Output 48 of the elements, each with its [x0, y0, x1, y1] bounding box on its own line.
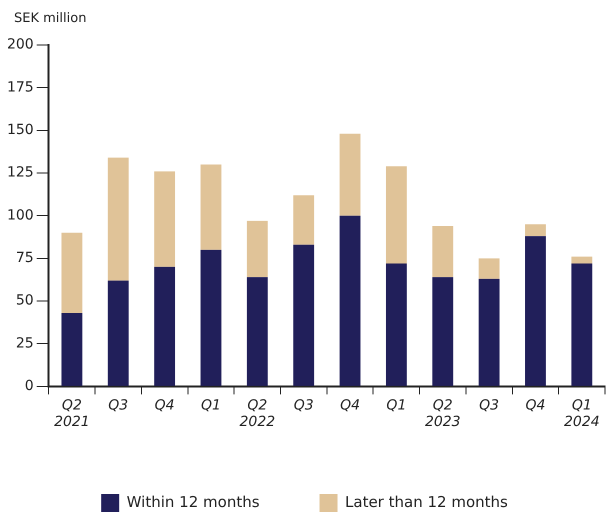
x-tick-label: Q4	[340, 397, 360, 414]
x-tick-label: Q3	[108, 397, 128, 414]
y-tick-label: 150	[6, 122, 34, 138]
bar	[61, 313, 82, 386]
bar	[200, 250, 222, 386]
bar	[432, 226, 454, 278]
bar	[154, 266, 176, 386]
legend-label: Within 12 months	[126, 492, 260, 511]
bar	[386, 263, 407, 386]
x-tick-label: Q2 2021	[54, 397, 90, 430]
x-tick-label: Q4	[525, 397, 546, 414]
bar	[525, 236, 546, 386]
bar	[61, 232, 82, 313]
bar	[340, 134, 360, 216]
bar	[525, 224, 546, 236]
y-tick-label: 75	[16, 250, 34, 266]
y-axis-title: SEK million	[14, 10, 86, 26]
bar	[246, 277, 268, 386]
bar	[386, 166, 407, 264]
bar	[154, 171, 176, 267]
y-tick-label: 200	[6, 36, 34, 53]
bar	[571, 256, 592, 264]
x-tick-label: Q3	[294, 397, 314, 414]
x-tick-label: Q2 2022	[240, 397, 276, 430]
bar	[108, 158, 129, 281]
bar	[293, 195, 314, 245]
x-tick-label: Q1 2024	[564, 397, 600, 430]
x-tick-label: Q4	[154, 397, 175, 414]
bar	[200, 164, 222, 250]
bar	[108, 280, 129, 386]
y-tick-label: 125	[6, 164, 34, 181]
y-tick-label: 0	[24, 378, 34, 394]
bar	[478, 258, 500, 279]
bar	[478, 278, 500, 386]
bar	[571, 263, 592, 386]
bar	[340, 216, 360, 386]
x-tick-label: Q1	[201, 397, 221, 414]
x-tick-label: Q2 2023	[424, 397, 461, 430]
y-tick-label: 100	[6, 207, 34, 224]
bar	[246, 220, 268, 278]
legend-label: Later than 12 months	[345, 492, 508, 511]
bar	[293, 244, 314, 386]
bar	[432, 277, 454, 386]
y-tick-label: 175	[6, 79, 34, 96]
y-tick-label: 50	[16, 292, 34, 309]
x-tick-label: Q3	[479, 397, 500, 414]
y-tick-label: 25	[16, 335, 34, 352]
x-tick-label: Q1	[386, 397, 406, 414]
